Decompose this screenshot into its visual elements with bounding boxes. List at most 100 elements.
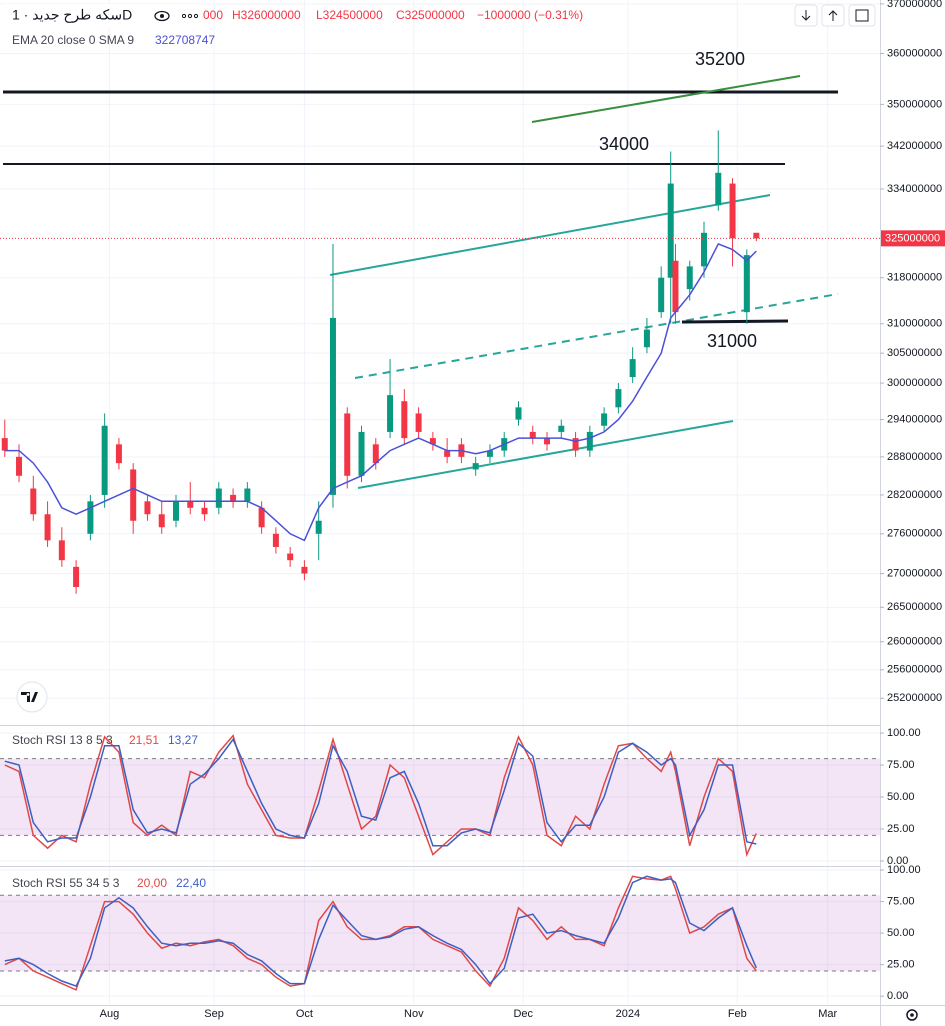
- annotation: 31000: [707, 331, 757, 351]
- candle-body: [544, 438, 551, 445]
- candle-body: [701, 232, 707, 267]
- x-tick-label: Mar: [818, 1008, 837, 1020]
- trend-line: [531, 75, 801, 123]
- maximize-button[interactable]: [848, 4, 876, 27]
- tv-logo: [16, 681, 48, 713]
- symbol-title: سکه طرح جدید · 1D: [12, 7, 132, 24]
- candle-body: [158, 514, 165, 528]
- candle-body: [586, 431, 593, 451]
- eye-icon[interactable]: [154, 10, 170, 22]
- y-tick-label: 260000000: [887, 636, 942, 648]
- last-price-box: [881, 230, 945, 247]
- ohlc-open: 000: [203, 8, 223, 22]
- candle-body: [429, 438, 436, 445]
- x-tick-label: Dec: [513, 1008, 533, 1020]
- maximize-icon: [855, 9, 869, 22]
- candle-body: [101, 425, 108, 495]
- stoch-d-value: 22,40: [176, 876, 206, 890]
- candle-body: [115, 444, 122, 464]
- y-tick-label: 350000000: [887, 98, 942, 110]
- candle-body: [244, 488, 251, 502]
- y-tick-label: 100.00: [887, 727, 921, 739]
- last-price-label: 325000000: [885, 232, 940, 244]
- y-tick-label: 265000000: [887, 601, 942, 613]
- y-tick-label: 50.00: [887, 791, 915, 803]
- candle-body: [715, 172, 722, 206]
- ema-line: [4, 242, 757, 542]
- stoch-title: Stoch RSI 55 34 5 3: [12, 876, 120, 890]
- annotation: 35200: [695, 49, 745, 69]
- ohlc-change: −1000000 (−0.31%): [477, 8, 583, 22]
- candle-body: [230, 494, 237, 502]
- support-line: [681, 319, 789, 324]
- drawings: [3, 75, 839, 489]
- header-buttons: [794, 4, 876, 27]
- candle-body: [667, 183, 674, 278]
- candle-body: [515, 407, 522, 420]
- y-tick-label: 252000000: [887, 692, 942, 704]
- up-arrow: [828, 10, 838, 21]
- candle-body: [287, 553, 294, 561]
- candle-body: [558, 425, 565, 432]
- indicator-value: 322708747: [155, 33, 215, 47]
- y-tick-label: 256000000: [887, 664, 942, 676]
- candle-body: [130, 469, 137, 521]
- candle-body: [201, 507, 208, 515]
- candle-body: [658, 277, 665, 313]
- stoch-k-value: 20,00: [137, 876, 167, 890]
- candle-body: [372, 444, 379, 464]
- ohlc-high: H326000000: [232, 8, 301, 22]
- candle-body: [272, 533, 279, 547]
- candle-body: [444, 450, 451, 457]
- y-tick-label: 100.00: [887, 864, 921, 876]
- candle-body: [415, 413, 422, 432]
- x-tick-label: Sep: [204, 1008, 224, 1020]
- ohlc-close: C325000000: [396, 8, 465, 22]
- candle-body: [401, 401, 408, 439]
- candle-body: [529, 431, 536, 439]
- y-tick-label: 25.00: [887, 959, 915, 971]
- x-tick-label: 2024: [616, 1008, 640, 1020]
- y-tick-label: 288000000: [887, 451, 942, 463]
- y-tick-label: 0.00: [887, 990, 908, 1002]
- y-tick-label: 0.00: [887, 855, 908, 867]
- candle-body: [743, 255, 750, 313]
- candle-body: [387, 395, 394, 432]
- candle-body: [301, 566, 308, 574]
- candle-body: [30, 488, 37, 515]
- stoch-line: [4, 734, 757, 858]
- x-tick-label: Oct: [296, 1008, 313, 1020]
- settings-icon[interactable]: [906, 1009, 918, 1021]
- y-tick-label: 310000000: [887, 318, 942, 330]
- annotation: 34000: [599, 134, 649, 154]
- y-tick-label: 282000000: [887, 489, 942, 501]
- candle-body: [615, 389, 622, 408]
- candle-body: [44, 514, 51, 541]
- stoch-d-value: 13,27: [168, 733, 198, 747]
- candle-body: [344, 413, 351, 476]
- grid-layer: [0, 0, 880, 1005]
- candle-body: [58, 540, 65, 561]
- y-tick-label: 318000000: [887, 272, 942, 284]
- candle-body: [472, 463, 479, 470]
- candle-body: [258, 507, 265, 528]
- y-tick-label: 334000000: [887, 183, 942, 195]
- y-tick-label: 300000000: [887, 377, 942, 389]
- y-tick-label: 305000000: [887, 347, 942, 359]
- channel-top: [329, 194, 771, 276]
- y-tick-label: 276000000: [887, 528, 942, 540]
- candle-body: [601, 413, 608, 426]
- y-tick-label: 75.00: [887, 759, 915, 771]
- indicator-name: EMA 20 close 0 SMA 9: [12, 33, 134, 47]
- more-icon[interactable]: [181, 13, 199, 19]
- candle-body: [486, 450, 493, 457]
- candle-body: [686, 266, 693, 290]
- candle-body: [572, 438, 579, 451]
- stoch-line: [4, 875, 757, 991]
- y-tick-label: 50.00: [887, 927, 915, 939]
- channel-mid: [354, 293, 839, 379]
- y-tick-label: 294000000: [887, 413, 942, 425]
